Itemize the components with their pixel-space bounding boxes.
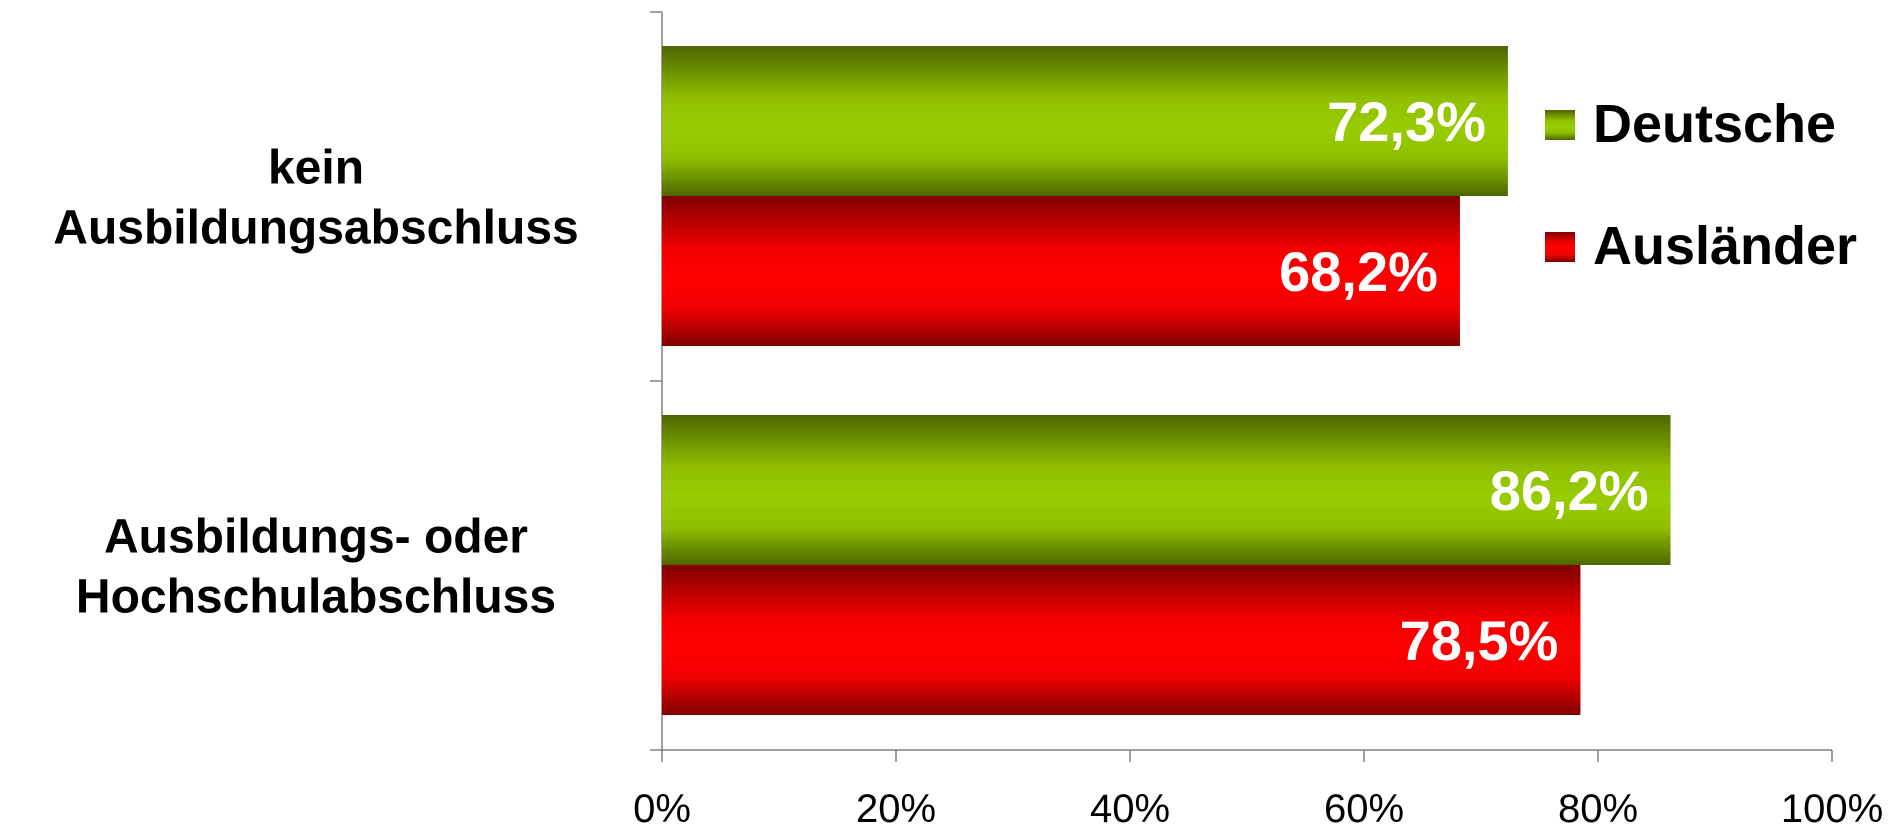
x-tick-label: 100% [1781,787,1883,828]
category-label: Hochschulabschluss [76,571,556,624]
bar-deutsche [662,415,1671,565]
bar-auslaender [662,565,1581,715]
x-tick-label: 20% [856,787,936,828]
category-label: Ausbildungsabschluss [53,202,578,255]
x-tick-label: 60% [1324,787,1404,828]
bar-deutsche [662,46,1508,196]
x-tick-label: 80% [1558,787,1638,828]
category-label: Ausbildungs- oder [104,511,528,564]
data-label: 68,2% [1279,240,1438,303]
legend-swatch [1545,232,1575,262]
x-tick-label: 40% [1090,787,1170,828]
data-label: 72,3% [1327,90,1486,153]
x-tick-label: 0% [633,787,691,828]
category-label: kein [268,142,364,195]
legend-label: Deutsche [1593,94,1836,154]
legend-label: Ausländer [1593,216,1857,276]
data-label: 78,5% [1400,609,1559,672]
legend-swatch [1545,110,1575,140]
bar-auslaender [662,196,1460,346]
data-label: 86,2% [1490,459,1649,522]
